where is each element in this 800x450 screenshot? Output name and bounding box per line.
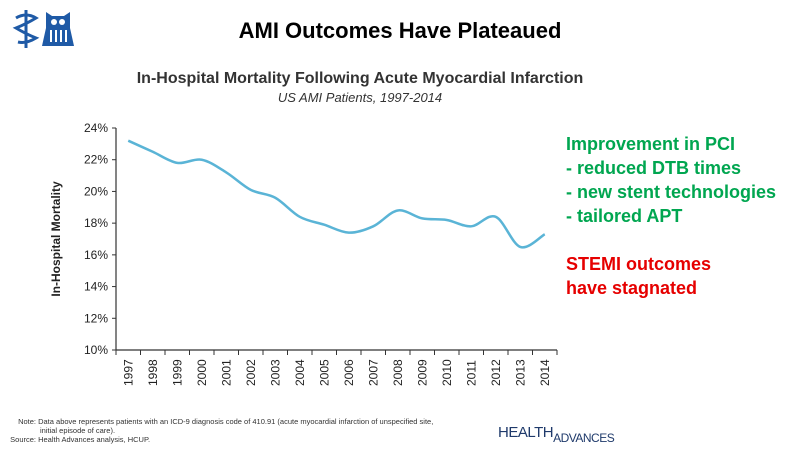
pci-heading: Improvement in PCI bbox=[566, 134, 736, 154]
note-text-2: initial episode of care). bbox=[40, 426, 116, 435]
y-tick-label: 20% bbox=[84, 184, 108, 198]
stemi-text: STEMI outcomes bbox=[566, 254, 712, 274]
x-tick-label: 2002 bbox=[244, 359, 258, 386]
y-tick-label: 16% bbox=[84, 248, 108, 262]
footnote: Note: Data above represents patients wit… bbox=[6, 417, 433, 444]
slide-title: AMI Outcomes Have Plateaued bbox=[238, 18, 562, 43]
stemi-text: have stagnated bbox=[566, 278, 698, 298]
x-tick-label: 2014 bbox=[538, 359, 552, 386]
x-tick-label: 2006 bbox=[342, 359, 356, 386]
x-tick-label: 1999 bbox=[170, 359, 184, 386]
y-tick-label: 14% bbox=[84, 280, 108, 294]
university-logo-icon bbox=[12, 10, 74, 48]
series-line bbox=[127, 139, 546, 249]
health-advances-logo: HEALTHADVANCES bbox=[498, 424, 615, 445]
x-tick-label: 2011 bbox=[464, 360, 478, 386]
x-tick-label: 2007 bbox=[366, 359, 380, 386]
x-tick-label: 1997 bbox=[121, 359, 135, 386]
pci-bullet: - new stent technologies bbox=[566, 182, 777, 202]
logo-advances: ADVANCES bbox=[553, 431, 615, 445]
x-tick-label: 2000 bbox=[195, 359, 209, 386]
x-tick-label: 2001 bbox=[219, 359, 233, 386]
chart-title: In-Hospital Mortality Following Acute My… bbox=[136, 70, 584, 87]
source-text: Health Advances analysis, HCUP. bbox=[38, 435, 151, 444]
x-tick-label: 2004 bbox=[293, 359, 307, 386]
x-tick-label: 2003 bbox=[268, 359, 282, 386]
y-tick-label: 10% bbox=[84, 343, 108, 357]
y-tick-label: 12% bbox=[84, 311, 108, 325]
logo-health: HEALTH bbox=[498, 424, 554, 441]
pci-bullet: - tailored APT bbox=[566, 206, 683, 226]
x-tick-label: 2005 bbox=[317, 359, 331, 386]
y-tick-label: 18% bbox=[84, 216, 108, 230]
note-text: Data above represents patients with an I… bbox=[38, 417, 434, 426]
x-tick-label: 1998 bbox=[146, 359, 160, 386]
pci-bullet: - reduced DTB times bbox=[566, 158, 742, 178]
source-label: Source: bbox=[10, 435, 36, 444]
x-tick-label: 2013 bbox=[513, 359, 527, 386]
note-label: Note: bbox=[18, 417, 36, 426]
x-tick-label: 2010 bbox=[440, 359, 454, 386]
callout-text: Improvement in PCI - reduced DTB times -… bbox=[566, 132, 776, 300]
chart-subtitle: US AMI Patients, 1997-2014 bbox=[277, 90, 443, 105]
y-tick-label: 22% bbox=[84, 153, 108, 167]
logos bbox=[8, 8, 88, 55]
x-tick-label: 2009 bbox=[415, 359, 429, 386]
x-tick-label: 2008 bbox=[391, 359, 405, 386]
y-tick-label: 24% bbox=[84, 121, 108, 135]
line-chart: 10% 12% 14% 16% 18% 20% 22% 24% 1997 1998 1999 2000… bbox=[49, 121, 558, 386]
y-axis-label: In-Hospital Mortality bbox=[49, 181, 63, 297]
x-tick-label: 2012 bbox=[489, 359, 503, 386]
